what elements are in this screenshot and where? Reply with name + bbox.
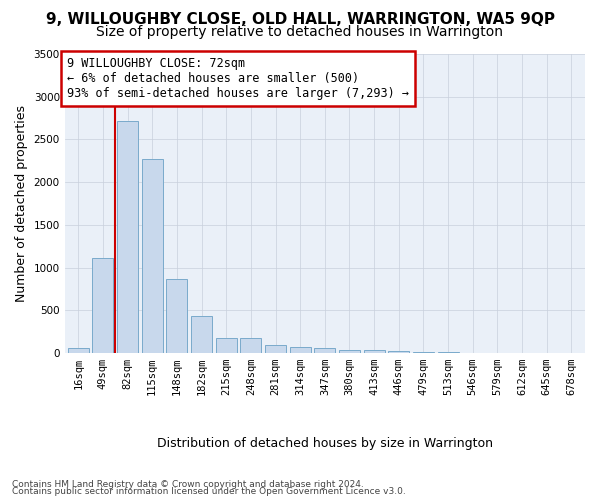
Text: Size of property relative to detached houses in Warrington: Size of property relative to detached ho… [97, 25, 503, 39]
Bar [413, 352, 434, 353]
Bar [364, 350, 385, 353]
Bar [265, 345, 286, 353]
Bar [166, 278, 187, 353]
Y-axis label: Number of detached properties: Number of detached properties [15, 105, 28, 302]
Bar [142, 159, 163, 353]
X-axis label: Distribution of detached houses by size in Warrington: Distribution of detached houses by size … [157, 437, 493, 450]
Bar [388, 352, 409, 353]
Bar [241, 338, 262, 353]
Text: 9, WILLOUGHBY CLOSE, OLD HALL, WARRINGTON, WA5 9QP: 9, WILLOUGHBY CLOSE, OLD HALL, WARRINGTO… [46, 12, 554, 28]
Bar [339, 350, 360, 353]
Bar [191, 316, 212, 353]
Bar [117, 120, 138, 353]
Bar [68, 348, 89, 353]
Text: Contains public sector information licensed under the Open Government Licence v3: Contains public sector information licen… [12, 487, 406, 496]
Text: 9 WILLOUGHBY CLOSE: 72sqm
← 6% of detached houses are smaller (500)
93% of semi-: 9 WILLOUGHBY CLOSE: 72sqm ← 6% of detach… [67, 57, 409, 100]
Bar [314, 348, 335, 353]
Bar [290, 348, 311, 353]
Bar [437, 352, 458, 353]
Bar [216, 338, 236, 353]
Text: Contains HM Land Registry data © Crown copyright and database right 2024.: Contains HM Land Registry data © Crown c… [12, 480, 364, 489]
Bar [92, 258, 113, 353]
